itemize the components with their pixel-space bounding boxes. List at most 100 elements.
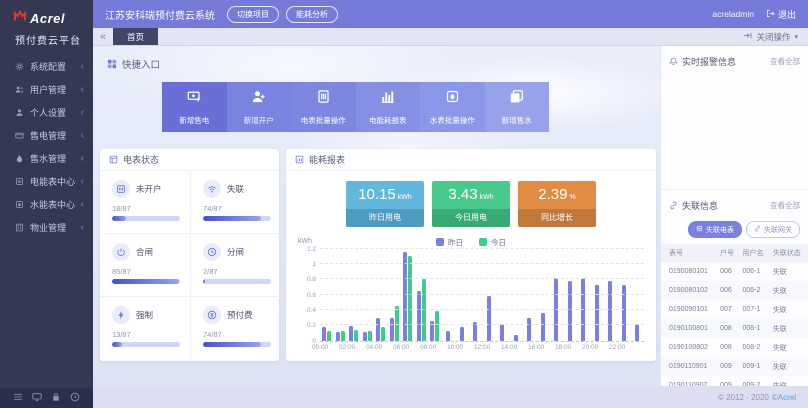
status-cell-forced: 强制 13/87 [100,297,191,360]
table-cell: 0190110901 [661,357,718,376]
chart-bar-group [334,250,348,341]
stat-label: 今日用电 [432,208,510,227]
panel-icon [109,155,118,164]
tab-bar: « 首页 关闭操作 ▾ [93,28,808,46]
bar-昨日 [376,317,381,341]
sidebar-item-label: 系统配置 [30,62,67,72]
menu-icon[interactable] [13,389,23,407]
offline-tabs: 失联电表 失联网关 [661,218,808,242]
bar-昨日 [416,291,421,341]
bar-昨日 [635,323,640,341]
table-cell: 0190080101 [669,268,708,275]
table-cell: 0190100801 [661,319,718,338]
stat-label: 昨日用电 [346,208,424,227]
collapse-sidebar-icon[interactable]: « [99,30,107,43]
page-footer: © 2012 - 2020 ©Acrel [93,386,808,408]
monitor-icon[interactable] [32,389,42,407]
quick-tile-add-water-sale[interactable]: 新增售水 [484,82,549,132]
quick-tile-add-electric-sale[interactable]: 新增售电 [162,82,227,132]
bar-今日 [435,310,440,341]
chevron-left-icon: ‹ [80,83,84,95]
bar-今日 [408,256,413,341]
sidebar-item-user-management[interactable]: 用户管理 ‹ [0,78,93,101]
lock-icon[interactable] [51,389,61,407]
y-axis-unit: kWh [298,237,312,245]
energy-report-card: 能耗报表 10.15 kWh 昨日用电 3.43 kWh 今日用电 2.39% 同比增长 kW… [286,149,656,361]
quick-tile-water-meter-batch[interactable]: 水表批量操作 [420,82,485,132]
bar-昨日 [459,327,464,341]
table-cell: 008-2 [742,344,761,351]
chart-bar-group [361,250,375,341]
bar-昨日 [540,312,545,341]
tile-label: 新增售水 [501,115,532,125]
status-cell-offline: 失联 74/87 [191,171,281,234]
status-progress-bar [112,279,180,284]
sidebar-item-electric-meter-center[interactable]: 电能表中心 ‹ [0,170,93,193]
card-icon [15,131,24,140]
quick-tile-add-account[interactable]: 新增开户 [226,82,291,132]
bar-今日 [367,331,372,341]
chart-bar-group [442,250,456,341]
logout-label: 退出 [777,9,796,20]
offline-table: 表号 户号 用户名 失联状态 0190080101 006 006-1 失联 019008010… [661,244,808,395]
status-label: 合闸 [136,247,154,257]
column-header: 表号 [661,244,718,262]
legend-item: 昨日 [436,237,463,248]
status-cell-switch-on: 合闸 85/87 [100,234,191,297]
chart-bar-group [631,250,645,341]
stat-unit: % [569,194,576,201]
sidebar-item-electric-sales[interactable]: 售电管理 ‹ [0,124,93,147]
sidebar-item-system-config[interactable]: 系统配置 ‹ [0,55,93,78]
status-progress-bar [112,216,180,221]
chart-bar-group [536,250,550,341]
bar-今日 [381,326,386,341]
meter-icon [112,180,130,198]
sidebar-item-property-management[interactable]: 物业管理 ‹ [0,216,93,239]
switch-off-icon [203,243,221,261]
status-cell-switch-off: 分闸 2/87 [191,234,281,297]
status-progress-bar [112,342,180,347]
table-row: 0190080101 006 006-1 失联 [661,262,808,281]
offline-status: 失联 [772,344,787,352]
tab-offline-meters[interactable]: 失联电表 [688,221,742,238]
tab-offline-gateways[interactable]: 失联网关 [746,221,800,238]
water-doc-icon [509,89,524,109]
bolt-icon [112,306,130,324]
chart-bar-group [347,250,361,341]
offline-view-all-link[interactable]: 查看全部 [770,201,800,210]
quick-tile-electric-meter-batch[interactable]: 电表批量操作 [291,82,356,132]
switch-project-button[interactable]: 切换项目 [227,5,279,23]
chart-bar-group [320,250,334,341]
status-count: 2/87 [203,267,218,276]
logout-button[interactable]: 退出 [766,8,796,21]
sidebar-item-water-meter-center[interactable]: 水能表中心 ‹ [0,193,93,216]
offline-status: 失联 [769,357,808,376]
brand-link[interactable]: ©Acrel [771,392,796,402]
stat-card: 10.15 kWh 昨日用电 [346,181,424,227]
energy-analysis-button[interactable]: 能耗分析 [286,5,338,23]
sidebar-item-personal-settings[interactable]: 个人设置 ‹ [0,101,93,124]
status-label: 未开户 [136,184,162,194]
sidebar-item-label: 售水管理 [30,154,67,164]
chevron-left-icon: ‹ [80,60,84,72]
brand-name: Acrel [30,10,66,26]
current-username: acreladmin [712,9,754,19]
status-count: 13/87 [112,330,131,339]
quick-tile-electric-energy-report[interactable]: 电能耗报表 [355,82,420,132]
meter-icon [696,225,703,234]
alarm-view-all-link[interactable]: 查看全部 [770,57,800,66]
table-row: 0190090101 007 007-1 失联 [661,300,808,319]
chevron-left-icon: ‹ [80,198,84,210]
alarm-empty-list [661,74,808,190]
chart-bar-group [496,250,510,341]
meter-icon [15,177,24,186]
close-operations-dropdown[interactable]: 关闭操作 ▾ [743,28,808,45]
stat-card: 3.43 kWh 今日用电 [432,181,510,227]
sidebar-item-water-sales[interactable]: 售水管理 ‹ [0,147,93,170]
tab-home[interactable]: 首页 [113,28,159,45]
sidebar: Acrel 预付费云平台 系统配置 ‹ 用户管理 ‹ 个人设置 ‹ 售电管理 ‹ 售水管理 ‹ 电能… [0,0,93,408]
x-axis-labels: 00:00 02:00 04:00 06:00 08:00 10:00 12:00 14:00… [312,343,626,351]
clock-icon[interactable] [70,389,80,407]
status-label: 分闸 [227,247,245,257]
user-icon [15,108,24,117]
